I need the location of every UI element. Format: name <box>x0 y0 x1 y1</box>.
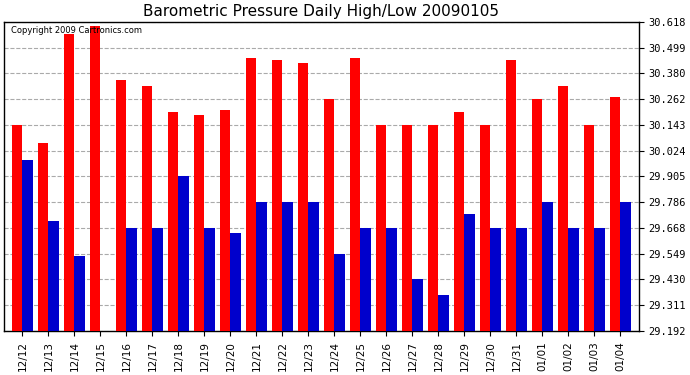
Bar <box>12 125 22 331</box>
Text: Copyright 2009 Cartronics.com: Copyright 2009 Cartronics.com <box>10 26 141 35</box>
Bar <box>22 160 32 331</box>
Bar <box>610 97 620 331</box>
Bar <box>386 228 397 331</box>
Bar <box>542 202 553 331</box>
Bar <box>491 228 501 331</box>
Bar <box>194 115 204 331</box>
Bar <box>168 112 179 331</box>
Bar <box>376 125 386 331</box>
Bar <box>90 26 100 331</box>
Bar <box>516 228 526 331</box>
Bar <box>246 58 257 331</box>
Bar <box>220 110 230 331</box>
Bar <box>48 221 59 331</box>
Bar <box>360 228 371 331</box>
Bar <box>116 80 126 331</box>
Bar <box>64 34 75 331</box>
Title: Barometric Pressure Daily High/Low 20090105: Barometric Pressure Daily High/Low 20090… <box>144 4 500 19</box>
Bar <box>350 58 360 331</box>
Bar <box>298 63 308 331</box>
Bar <box>558 86 569 331</box>
Bar <box>152 228 163 331</box>
Bar <box>335 254 345 331</box>
Bar <box>142 86 152 331</box>
Bar <box>620 202 631 331</box>
Bar <box>594 228 605 331</box>
Bar <box>413 279 423 331</box>
Bar <box>532 99 542 331</box>
Bar <box>569 228 579 331</box>
Bar <box>230 233 241 331</box>
Bar <box>402 125 413 331</box>
Bar <box>272 60 282 331</box>
Bar <box>324 99 335 331</box>
Bar <box>454 112 464 331</box>
Bar <box>126 228 137 331</box>
Bar <box>464 214 475 331</box>
Bar <box>282 202 293 331</box>
Bar <box>75 256 85 331</box>
Bar <box>438 295 449 331</box>
Bar <box>257 202 267 331</box>
Bar <box>428 125 438 331</box>
Bar <box>584 125 594 331</box>
Bar <box>204 228 215 331</box>
Bar <box>179 176 189 331</box>
Bar <box>308 202 319 331</box>
Bar <box>506 60 516 331</box>
Bar <box>38 143 48 331</box>
Bar <box>480 125 491 331</box>
